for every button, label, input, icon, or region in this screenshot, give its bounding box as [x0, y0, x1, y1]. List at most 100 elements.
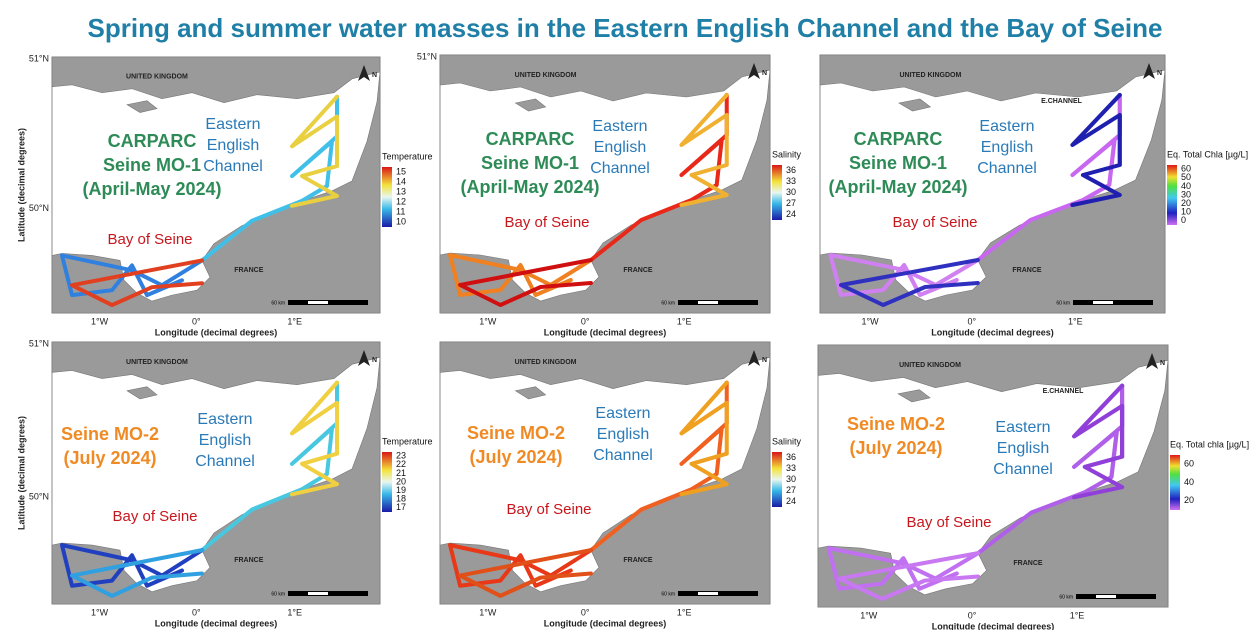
campaign-label: (April-May 2024): [460, 177, 599, 197]
uk-label: UNITED KINGDOM: [515, 72, 577, 79]
x-axis-label: Longitude (decimal degrees): [932, 621, 1055, 630]
france-label: FRANCE: [1012, 267, 1041, 274]
campaign-label: Seine MO-1: [103, 155, 201, 175]
campaign-label: (April-May 2024): [828, 177, 967, 197]
legend-tick: 15: [396, 166, 406, 176]
lon-tick: 1°W: [91, 607, 109, 617]
colorbar: [1170, 455, 1180, 510]
ship-track: [1070, 93, 1122, 207]
region-label: English: [997, 440, 1049, 457]
lon-tick: 1°W: [91, 316, 109, 326]
bay-label: Bay of Seine: [892, 214, 977, 231]
france-land: [439, 69, 771, 314]
france-land: [51, 71, 381, 314]
x-axis-label: Longitude (decimal degrees): [155, 327, 278, 337]
uk-label: UNITED KINGDOM: [899, 72, 961, 79]
region-label: Eastern: [595, 405, 650, 422]
legend-tick: 40: [1181, 181, 1191, 191]
ship-track: [60, 543, 204, 588]
region-label: Channel: [593, 447, 653, 464]
campaign-label: Seine MO-2: [467, 423, 565, 443]
legend-tick: 18: [396, 494, 406, 504]
lat-tick: 50°N: [29, 492, 49, 502]
ship-track: [679, 380, 729, 497]
region-label: English: [597, 426, 649, 443]
bay-label: Bay of Seine: [504, 214, 589, 231]
legend-tick: 22: [396, 459, 406, 469]
north-arrow: [1143, 63, 1155, 79]
colorbar: [382, 167, 392, 227]
legend-tick: 30: [786, 474, 796, 484]
region-label: Eastern: [979, 118, 1034, 135]
legend-tick: 36: [786, 452, 796, 462]
land: [819, 54, 1166, 314]
ship-track: [837, 551, 981, 601]
legend-tick: 20: [1184, 495, 1194, 505]
region-label: Eastern: [197, 411, 252, 428]
legend-tick: 24: [786, 209, 796, 219]
legend-tick: 12: [396, 196, 406, 206]
lon-tick: 1°E: [287, 316, 302, 326]
legend-tick: 27: [786, 198, 796, 208]
france-label: FRANCE: [234, 557, 263, 564]
campaign-label: (July 2024): [469, 447, 562, 467]
campaign-label: (July 2024): [63, 448, 156, 468]
north-arrow: [1146, 353, 1158, 369]
lon-tick: 1°E: [677, 607, 692, 617]
scale-label: 60 km: [1059, 594, 1073, 600]
land: [51, 56, 381, 314]
lon-tick: 1°W: [479, 607, 497, 617]
bay-label: Bay of Seine: [506, 501, 591, 518]
uk-label: UNITED KINGDOM: [515, 359, 577, 366]
uk-land: [817, 344, 1169, 403]
france-label: FRANCE: [234, 267, 263, 274]
campaign-label: Seine MO-1: [849, 153, 947, 173]
ship-track: [838, 258, 980, 307]
ship-track: [448, 253, 593, 297]
legend-tick: 10: [396, 216, 406, 226]
scale-label: 60 km: [661, 591, 675, 597]
france-land: [817, 360, 1169, 608]
legend-tick: 21: [396, 468, 406, 478]
north-arrow: [358, 65, 370, 81]
france-label: FRANCE: [623, 267, 652, 274]
lon-tick: 0°: [192, 316, 201, 326]
lon-tick: 1°E: [1070, 610, 1085, 620]
map-panel: UNITED KINGDOM FRANCE N 60 km CARPARC Seine M…: [417, 51, 802, 337]
area-label: E.CHANNEL: [1043, 388, 1085, 395]
legend-tick: 40: [1184, 477, 1194, 487]
legend-tick: 0: [1181, 215, 1186, 225]
legend-tick: 36: [786, 165, 796, 175]
legend-tick: 20: [1181, 198, 1191, 208]
lat-tick: 51°N: [29, 53, 49, 63]
france-land: [439, 357, 771, 605]
scale-label: 60 km: [271, 591, 285, 597]
ship-track: [826, 546, 981, 591]
legend-tick: 60: [1184, 459, 1194, 469]
uk-land: [51, 341, 381, 400]
region-label: Channel: [993, 461, 1053, 478]
scale-label: 60 km: [661, 300, 675, 306]
x-axis-label: Longitude (decimal degrees): [155, 618, 278, 628]
legend-tick: 27: [786, 485, 796, 495]
legend-title: Temperature: [382, 436, 433, 446]
uk-land: [439, 341, 771, 400]
france-label: FRANCE: [1013, 560, 1042, 567]
y-axis-label: Latitude (decimal degrees): [16, 128, 26, 242]
legend-tick: 33: [786, 176, 796, 186]
legend-tick: 11: [396, 206, 405, 216]
x-axis-label: Longitude (decimal degrees): [544, 327, 667, 337]
campaign-label: Seine MO-2: [847, 414, 945, 434]
lon-tick: 0°: [968, 610, 977, 620]
campaign-label: CARPARC: [486, 129, 575, 149]
legend-tick: 24: [786, 496, 796, 506]
bay-label: Bay of Seine: [107, 231, 192, 248]
lon-tick: 0°: [192, 607, 201, 617]
legend-tick: 33: [786, 463, 796, 473]
uk-land: [819, 54, 1166, 112]
lon-tick: 1°E: [677, 316, 692, 326]
region-label: English: [207, 137, 259, 154]
region-label: English: [199, 432, 251, 449]
scale-bar-white: [308, 592, 328, 595]
bay-label: Bay of Seine: [906, 514, 991, 531]
